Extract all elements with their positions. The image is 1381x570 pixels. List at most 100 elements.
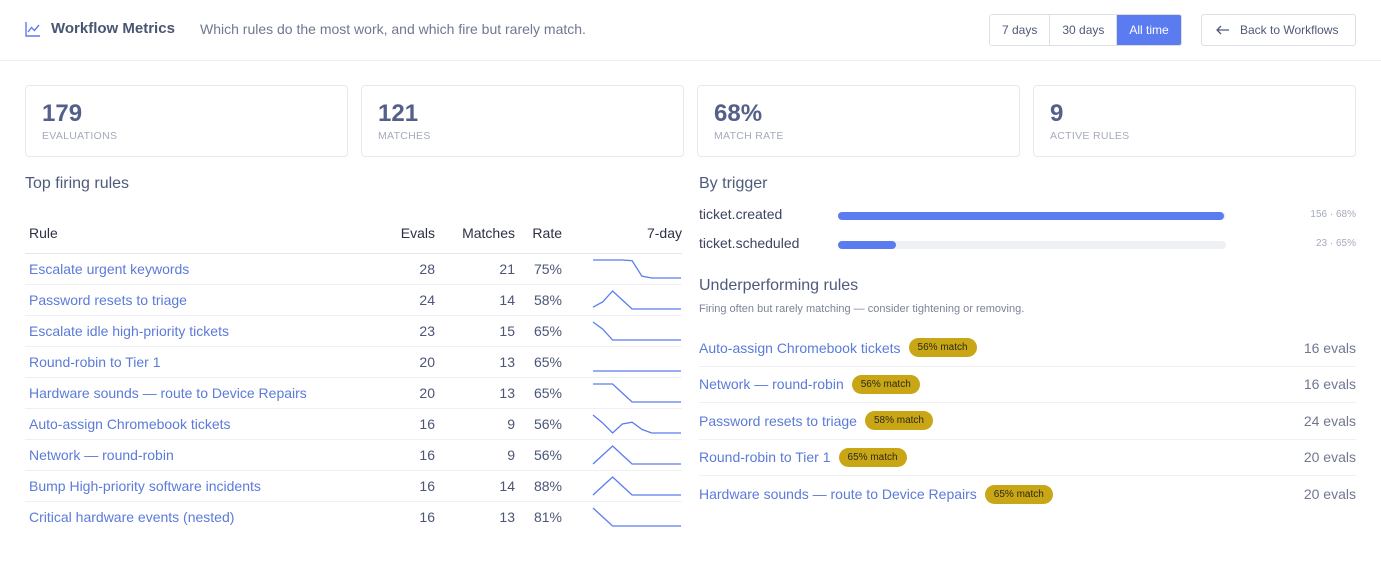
sparkline-chart <box>593 369 681 372</box>
table-row: Escalate urgent keywords 28 21 75% <box>25 253 682 285</box>
table-row: Password resets to triage 24 14 58% <box>25 284 682 316</box>
rule-name-cell: Round-robin to Tier 1 <box>25 346 355 378</box>
sparkline-chart <box>592 444 681 465</box>
sparkline-chart <box>592 413 681 434</box>
underperforming-rules-note: Firing often but rarely matching — consi… <box>699 303 1025 315</box>
evals-cell: 16 <box>419 508 435 525</box>
kpi-card-active-rules: 9 ACTIVE RULES <box>1033 85 1356 157</box>
match-rate-badge: 58% match <box>864 411 933 431</box>
evals-cell: 24 <box>355 284 435 316</box>
kpi-label: ACTIVE RULES <box>1050 130 1130 142</box>
matches-cell: 15 <box>435 315 515 347</box>
evals-cell: 16 <box>355 439 435 471</box>
trigger-bar-track <box>838 241 1226 249</box>
by-trigger-title: By trigger <box>699 175 768 192</box>
rule-link[interactable]: Escalate idle high-priority tickets <box>29 322 229 339</box>
rule-name-cell: Bump High-priority software incidents <box>25 470 355 502</box>
sparkline-chart <box>592 475 681 496</box>
back-to-workflows-button[interactable]: Back to Workflows <box>1201 14 1356 46</box>
match-rate-badge: 56% match <box>851 374 920 394</box>
rule-link[interactable]: Auto-assign Chromebook tickets <box>29 415 231 432</box>
rule-link[interactable]: Hardware sounds — route to Device Repair… <box>29 384 307 401</box>
trigger-meta: 156 · 68% <box>1310 209 1356 220</box>
rule-name-cell: Password resets to triage <box>25 284 355 316</box>
column-header-rule: Rule <box>25 213 355 254</box>
underperforming-rule-link[interactable]: Network — round-robin <box>699 376 844 393</box>
underperforming-rule-link[interactable]: Password resets to triage <box>699 412 857 429</box>
rate-cell: 75% <box>515 253 562 285</box>
kpi-card-evaluations: 179 EVALUATIONS <box>25 85 348 157</box>
evals-count: 16 evals <box>1303 339 1356 356</box>
trend-cell <box>562 377 682 409</box>
sparkline <box>592 475 681 496</box>
matches-cell: 21 <box>435 253 515 285</box>
kpi-card-matches: 121 MATCHES <box>361 85 684 157</box>
page-subtitle: Which rules do the most work, and which … <box>200 21 586 37</box>
rate-cell: 65% <box>515 377 562 409</box>
rule-name-cell: Escalate idle high-priority tickets <box>25 315 355 347</box>
sparkline <box>592 444 681 465</box>
table-row: Round-robin to Tier 1 20 13 65% <box>25 346 682 378</box>
trend-cell <box>562 470 682 502</box>
matches-cell: 9 <box>435 408 515 440</box>
time-range-selector: 7 days 30 days All time <box>989 14 1182 46</box>
column-header-7-day: 7-day <box>562 213 682 254</box>
matches-cell: 13 <box>499 508 515 525</box>
page-title: Workflow Metrics <box>51 20 175 37</box>
column-header-rate: Rate <box>515 213 562 254</box>
kpi-label: EVALUATIONS <box>42 130 118 142</box>
rate-cell: 65% <box>515 346 562 378</box>
sparkline <box>592 289 681 310</box>
list-item: Network — round-robin 56% match 16 evals <box>699 367 1356 403</box>
range-30-days-button[interactable]: 30 days <box>1050 15 1118 45</box>
trigger-name: ticket.scheduled <box>699 235 800 251</box>
rule-name-cell: Hardware sounds — route to Device Repair… <box>25 377 355 409</box>
underperforming-rule-link[interactable]: Round-robin to Tier 1 <box>699 449 831 466</box>
kpi-value: 68% <box>714 100 763 127</box>
column-header-matches: Matches <box>435 213 515 254</box>
range-all-time-button[interactable]: All time <box>1117 15 1181 45</box>
page-header: Workflow Metrics Which rules do the most… <box>0 0 1381 61</box>
rule-link[interactable]: Critical hardware events (nested) <box>29 508 235 525</box>
top-firing-rules-title: Top firing rules <box>25 175 130 192</box>
rate-cell: 58% <box>515 284 562 316</box>
table-row: Auto-assign Chromebook tickets 16 9 56% <box>25 408 682 440</box>
rule-link[interactable]: Bump High-priority software incidents <box>29 477 261 494</box>
evals-cell: 28 <box>355 253 435 285</box>
underperforming-rule-link[interactable]: Hardware sounds — route to Device Repair… <box>699 486 977 503</box>
evals-count: 16 evals <box>1303 376 1356 393</box>
arrow-left-icon <box>1216 25 1229 35</box>
trigger-meta: 23 · 65% <box>1315 238 1356 249</box>
kpi-card-match-rate: 68% MATCH RATE <box>697 85 1020 157</box>
rate-cell: 81% <box>533 508 562 525</box>
rule-link[interactable]: Network — round-robin <box>29 446 174 463</box>
rule-name-cell: Auto-assign Chromebook tickets <box>25 408 355 440</box>
evals-cell: 23 <box>355 315 435 347</box>
table-row: Network — round-robin 16 9 56% <box>25 439 682 471</box>
trend-cell <box>562 284 682 316</box>
rule-name-cell: Escalate urgent keywords <box>25 253 355 285</box>
rule-link[interactable]: Password resets to triage <box>29 291 187 308</box>
table-row: Hardware sounds — route to Device Repair… <box>25 377 682 409</box>
range-7-days-button[interactable]: 7 days <box>990 15 1051 45</box>
rate-cell: 56% <box>515 408 562 440</box>
kpi-value: 9 <box>1050 100 1064 127</box>
sparkline-chart <box>592 507 681 527</box>
trigger-bar-fill <box>838 241 897 249</box>
rule-link[interactable]: Escalate urgent keywords <box>29 260 190 277</box>
trend-cell <box>562 408 682 440</box>
underperforming-rule-link[interactable]: Auto-assign Chromebook tickets <box>699 339 901 356</box>
table-row: Critical hardware events (nested) 16 13 81% <box>25 501 682 532</box>
table-row: Escalate idle high-priority tickets 23 15 6… <box>25 315 682 347</box>
trigger-name: ticket.created <box>699 206 783 222</box>
kpi-value: 179 <box>42 100 83 127</box>
rule-name-cell: Network — round-robin <box>25 439 355 471</box>
list-item: Round-robin to Tier 1 65% match 20 evals <box>699 440 1356 476</box>
top-firing-rules-table: Rule Evals Matches Rate 7-day Escalate u… <box>25 213 682 532</box>
kpi-label: MATCHES <box>378 130 431 142</box>
rule-link[interactable]: Round-robin to Tier 1 <box>29 353 161 370</box>
rate-cell: 65% <box>515 315 562 347</box>
matches-cell: 13 <box>435 377 515 409</box>
sparkline <box>592 507 681 527</box>
back-to-workflows-label: Back to Workflows <box>1240 23 1339 37</box>
